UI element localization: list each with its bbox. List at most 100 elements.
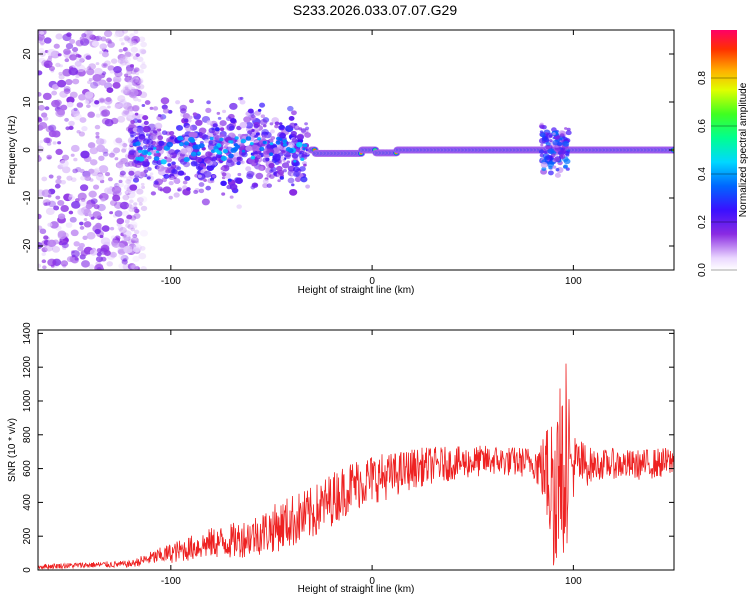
spectrogram-cell	[134, 136, 139, 140]
spectrogram-cell	[114, 33, 120, 38]
spectrogram-cell	[114, 210, 123, 217]
spectrogram-cell	[94, 228, 101, 235]
spectrogram-cell	[294, 147, 300, 153]
spectrogram-cell	[143, 120, 149, 125]
spectrogram-cell	[175, 100, 181, 105]
spectrogram-cell	[129, 199, 134, 204]
spectrogram-cell	[563, 158, 571, 165]
snr-xtick-label: 100	[565, 576, 582, 587]
spectrogram-cell	[129, 184, 138, 191]
spectrogram-xtick-label: 100	[565, 276, 582, 287]
spectrogram-cell	[136, 164, 141, 168]
spectrogram-cell	[118, 262, 126, 270]
spectrogram-cell	[78, 209, 85, 215]
spectrogram-cell	[269, 169, 273, 173]
spectrogram-cell	[82, 235, 88, 241]
spectrogram-cell	[145, 133, 150, 137]
snr-xtick-label: -100	[161, 576, 181, 587]
spectrogram-cell	[45, 201, 51, 206]
spectrogram-cell	[73, 107, 78, 112]
spectrogram-cell	[247, 108, 254, 114]
spectrogram-cell	[138, 252, 147, 260]
spectrogram-cell	[124, 77, 131, 83]
spectrogram-cell	[121, 146, 128, 151]
spectrogram-cell	[71, 200, 81, 209]
spectrogram-cell	[94, 124, 101, 130]
spectrogram-cell	[162, 186, 172, 194]
spectrogram-cell	[66, 32, 72, 37]
spectrogram-cell	[84, 175, 92, 181]
snr-ytick-label: 1000	[22, 389, 33, 412]
spectrogram-cell	[94, 167, 100, 173]
spectrogram-cell	[55, 62, 61, 68]
spectrogram-cell	[139, 229, 149, 237]
spectrogram-cell	[129, 64, 135, 68]
spectrogram-cell	[119, 226, 127, 234]
spectrogram-cell	[230, 117, 237, 124]
spectrogram-cell	[138, 69, 144, 74]
spectrogram-cell	[89, 249, 98, 256]
spectrogram-cell	[140, 41, 148, 48]
spectrogram-cell	[72, 51, 78, 56]
spectrogram-cell	[129, 88, 139, 97]
spectrogram-cell	[245, 121, 254, 129]
spectrogram-cell	[279, 176, 284, 180]
spectrogram-cell	[221, 172, 227, 177]
snr-ytick-label: 800	[22, 426, 33, 443]
spectrogram-cell	[147, 155, 152, 160]
spectrogram-cell	[139, 91, 148, 99]
spectrogram-cell	[61, 154, 70, 161]
spectrogram-cell	[131, 94, 137, 99]
spectrogram-cell	[128, 170, 135, 176]
spectrogram-cell	[552, 165, 557, 169]
spectrogram-cell	[71, 250, 80, 258]
spectrogram-cell	[117, 115, 126, 123]
spectrogram-cell	[272, 147, 281, 154]
spectrogram-cell	[87, 111, 95, 118]
spectrogram-cell	[140, 63, 147, 70]
spectrogram-cell	[84, 100, 89, 104]
spectrogram-cell	[168, 131, 175, 136]
spectrogram-cell	[38, 142, 42, 148]
spectrogram-cell	[38, 70, 43, 76]
spectrogram-cell	[177, 187, 183, 192]
spectrogram-cell	[121, 89, 128, 95]
spectrogram-cell	[198, 143, 205, 149]
spectrogram-cell	[203, 170, 212, 178]
spectrogram-cell	[228, 125, 235, 131]
spectrogram-cell	[228, 140, 232, 144]
spectrogram-cell	[95, 35, 102, 41]
spectrogram-cell	[130, 134, 134, 138]
spectrogram-cell	[69, 66, 74, 70]
spectrogram-cell	[140, 205, 148, 212]
spectrogram-cell	[79, 199, 88, 206]
spectrogram-cell	[69, 91, 78, 99]
spectrogram-cell	[92, 184, 100, 190]
spectrogram-cell	[69, 39, 76, 45]
spectrogram-cell	[47, 239, 57, 248]
spectrogram-cell	[38, 155, 42, 163]
spectrogram-cell	[109, 186, 113, 190]
spectrogram-cell	[133, 38, 138, 42]
spectrogram-cell	[73, 113, 82, 121]
spectrogram-cell	[144, 100, 151, 105]
spectrogram-cell	[81, 33, 87, 38]
spectrogram-cell	[127, 52, 133, 58]
spectrogram-cell	[279, 124, 285, 130]
spectrogram-cell	[52, 141, 57, 145]
spectrogram-cell	[42, 265, 47, 270]
spectrogram-cell	[53, 205, 60, 211]
spectrogram-cell	[128, 123, 135, 129]
spectrogram-cell	[128, 91, 135, 98]
spectrogram-cell	[229, 102, 238, 110]
spectrogram-cell	[153, 156, 160, 161]
spectrogram-cell	[170, 164, 177, 169]
spectrogram-cell	[241, 149, 246, 153]
spectrogram-cell	[256, 154, 262, 159]
spectrogram-cell	[125, 223, 131, 228]
spectrogram-cell	[38, 225, 43, 231]
spectrogram-cell	[198, 188, 205, 194]
spectrogram-cell	[195, 156, 203, 163]
spectrogram-cell	[65, 43, 74, 50]
spectrogram-cell	[124, 37, 132, 44]
